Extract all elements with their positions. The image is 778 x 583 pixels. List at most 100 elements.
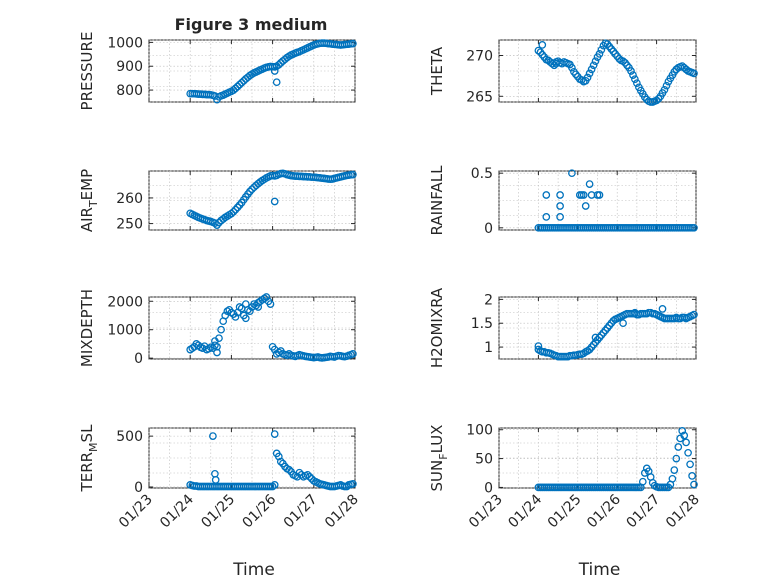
x-tick-label: 01/26: [584, 491, 624, 531]
data-point: [595, 333, 604, 342]
data-point: [631, 308, 639, 317]
figure-title: Figure 3 medium: [175, 15, 328, 34]
data-point: [690, 223, 698, 232]
x-axis-label: Time: [232, 560, 275, 580]
y-tick-label: 1000: [107, 35, 143, 51]
y-tick-label: 2: [484, 292, 493, 308]
y-tick-label: 1000: [107, 323, 143, 339]
y-tick-label: 0: [134, 351, 143, 367]
data-point: [633, 79, 641, 88]
data-point: [213, 348, 221, 357]
data-point: [188, 344, 197, 353]
subplot-sun_flux: 0 50 100 SUNFLUX 01/23 01/24 01/25 01/26 01/27 01…: [428, 423, 703, 580]
data-point: [615, 54, 624, 63]
y-tick-label: 270: [466, 49, 493, 65]
y-tick-label: 500: [116, 429, 143, 445]
data-point: [672, 454, 681, 463]
y-tick-label: 100: [466, 423, 493, 439]
data-point: [272, 78, 281, 87]
data-point: [221, 311, 230, 320]
x-tick-label: 01/28: [322, 492, 362, 532]
data-point: [556, 191, 564, 199]
x-tick-label: 01/23: [116, 492, 156, 532]
data-point: [241, 300, 250, 308]
data-point: [684, 448, 692, 457]
y-axis-label: H2OMIXRA: [428, 287, 446, 368]
data-point: [686, 460, 694, 469]
data-point: [619, 319, 627, 328]
data-point: [585, 180, 594, 188]
data-point: [690, 69, 698, 78]
subplot-mixdepth: 0 1000 2000 MIXDEPTH: [78, 289, 357, 367]
y-tick-label: 0: [484, 480, 493, 496]
data-point: [233, 203, 242, 212]
data-point: [235, 80, 244, 89]
data-point: [682, 438, 690, 447]
data-point: [662, 81, 671, 90]
data-point: [674, 443, 683, 451]
data-point: [342, 482, 351, 491]
data-point: [233, 82, 242, 91]
data-point: [254, 303, 263, 311]
subplot-h2omixra: 1 1.5 2 H2OMIXRA: [428, 287, 698, 368]
subplot-pressure: 800 900 1000 PRESSURE: [78, 32, 357, 111]
y-tick-label: 265: [466, 89, 493, 105]
data-point: [349, 170, 357, 179]
data-point: [678, 427, 687, 435]
data-point: [349, 39, 357, 48]
data-point: [270, 430, 279, 438]
data-point: [658, 305, 667, 313]
data-point: [211, 476, 220, 484]
data-point: [591, 333, 600, 342]
x-tick-label: 01/27: [281, 492, 321, 532]
data-point: [303, 470, 312, 479]
data-point: [305, 472, 314, 481]
y-tick-label: 1.5: [471, 316, 493, 332]
y-tick-label: 250: [116, 217, 143, 233]
data-point: [268, 482, 277, 491]
y-tick-label: 50: [475, 452, 493, 468]
y-tick-label: 900: [116, 59, 143, 75]
data-point: [209, 432, 217, 440]
data-point: [270, 67, 279, 75]
data-point: [542, 213, 551, 221]
data-point: [276, 457, 285, 466]
y-tick-label: 0: [484, 221, 493, 237]
y-axis-label: THETA: [428, 46, 446, 96]
data-point: [670, 466, 679, 474]
data-point: [591, 57, 600, 66]
y-tick-label: 260: [116, 191, 143, 207]
x-axis-label: Time: [578, 560, 621, 580]
data-point: [211, 219, 219, 227]
data-point: [349, 350, 357, 358]
data-point: [556, 213, 564, 221]
data-point: [266, 300, 275, 308]
data-point: [587, 65, 596, 74]
data-point: [274, 60, 283, 69]
data-point: [285, 350, 293, 358]
data-point: [595, 50, 604, 58]
data-point: [295, 468, 304, 477]
data-point: [668, 474, 677, 483]
data-point: [589, 61, 598, 70]
data-point: [579, 191, 588, 199]
data-point: [227, 209, 236, 218]
data-point: [638, 477, 647, 486]
data-point: [629, 71, 637, 79]
y-axis-label: PRESSURE: [78, 32, 96, 111]
data-point: [583, 73, 592, 82]
data-point: [262, 293, 271, 301]
data-point: [585, 69, 594, 78]
data-point: [241, 314, 250, 323]
data-point: [248, 185, 256, 194]
x-tick-label: 01/24: [505, 491, 545, 531]
x-tick-label: 01/26: [240, 491, 280, 531]
y-axis-label: TERRMSL: [78, 424, 100, 493]
subplot-theta: 265 270 THETA: [428, 39, 698, 106]
data-point: [627, 67, 635, 75]
data-point: [690, 310, 698, 319]
y-axis-label: MIXDEPTH: [78, 289, 96, 367]
data-point: [640, 469, 649, 477]
